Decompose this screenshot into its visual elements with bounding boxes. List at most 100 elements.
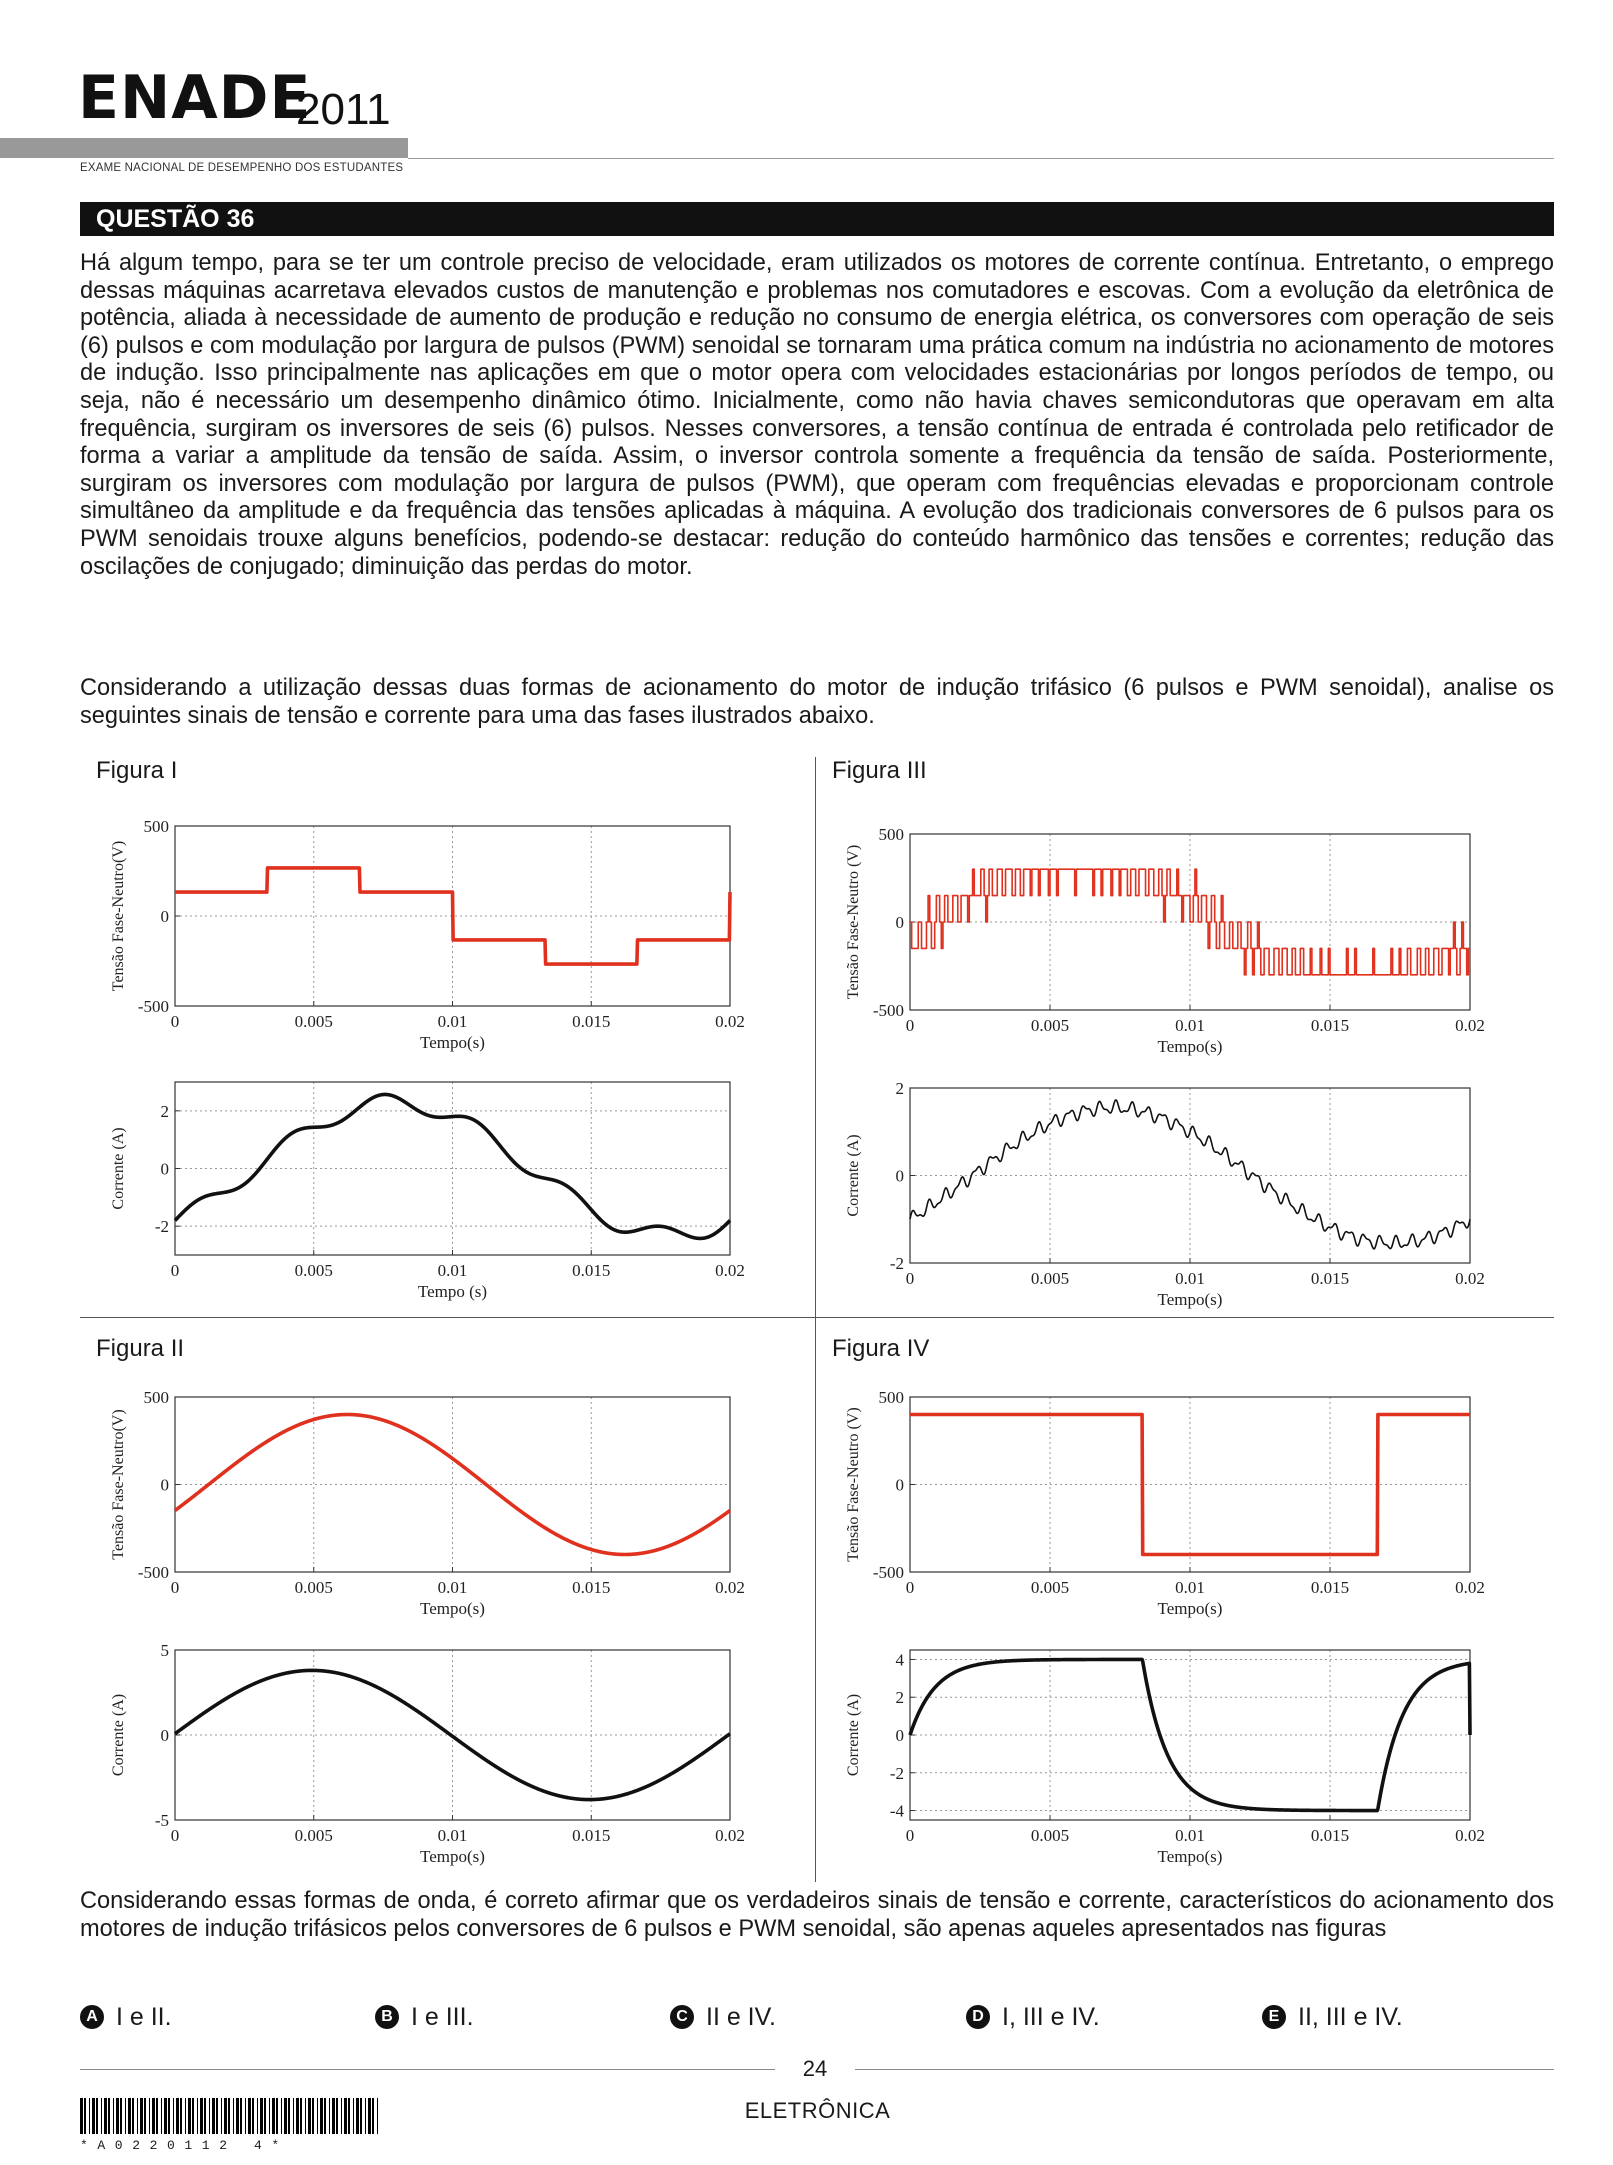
y-tick-label: -2 — [155, 1217, 169, 1236]
barcode-bar — [185, 2098, 186, 2134]
y-tick-label: 500 — [144, 817, 170, 836]
barcode-bar — [164, 2098, 167, 2134]
barcode-bar — [224, 2098, 227, 2134]
x-tick-label: 0.015 — [572, 1261, 610, 1280]
y-tick-label: -500 — [873, 1001, 904, 1020]
option-a[interactable]: A I e II. — [80, 2002, 172, 2032]
y-tick-label: -500 — [873, 1563, 904, 1582]
y-tick-label: -2 — [890, 1764, 904, 1783]
option-b[interactable]: B I e III. — [375, 2002, 474, 2032]
footer-rule-right — [855, 2069, 1554, 2070]
barcode-bar — [221, 2098, 222, 2134]
barcode-bar — [281, 2098, 282, 2134]
y-tick-label: 0 — [161, 1726, 170, 1745]
figure-divider-horizontal — [80, 1317, 1554, 1318]
y-tick-label: 2 — [896, 1688, 905, 1707]
course-name: ELETRÔNICA — [744, 2098, 891, 2123]
option-b-text: I e III. — [411, 2003, 474, 2031]
x-tick-label: 0 — [906, 1826, 915, 1845]
barcode-bar — [212, 2098, 215, 2134]
barcode-bar — [288, 2098, 290, 2134]
option-d[interactable]: D I, III e IV. — [966, 2002, 1100, 2032]
y-tick-label: 0 — [896, 1726, 905, 1745]
y-axis-label: Tensão Fase-Neutro(V) — [110, 1409, 127, 1559]
option-e[interactable]: E II, III e IV. — [1262, 2002, 1403, 2032]
x-tick-label: 0.015 — [1311, 1269, 1349, 1288]
barcode-bar — [128, 2098, 131, 2134]
barcode-bar — [228, 2098, 230, 2134]
barcode-bar — [272, 2098, 275, 2134]
x-tick-label: 0.005 — [1031, 1269, 1069, 1288]
y-tick-label: 2 — [896, 1079, 905, 1098]
x-tick-label: 0.02 — [1455, 1269, 1485, 1288]
barcode-bar — [80, 2098, 83, 2134]
x-tick-label: 0.01 — [438, 1826, 468, 1845]
barcode-bar — [180, 2098, 182, 2134]
fig2-voltage-series — [173, 1412, 732, 1557]
option-e-letter: E — [1262, 2005, 1286, 2029]
fig3-current-series — [909, 1099, 1471, 1250]
header-rule — [408, 158, 1554, 159]
x-tick-label: 0.015 — [1311, 1578, 1349, 1597]
y-tick-label: 0 — [896, 913, 905, 932]
barcode-bar — [233, 2098, 234, 2134]
question-title: QUESTÃO 36 — [96, 205, 255, 233]
option-b-letter: B — [375, 2005, 399, 2029]
x-axis-label: Tempo(s) — [1158, 1847, 1223, 1866]
barcode-bar — [252, 2098, 254, 2134]
x-tick-label: 0.02 — [1455, 1578, 1485, 1597]
barcode-bar — [192, 2098, 194, 2134]
question-paragraph-1: Há algum tempo, para se ter um controle … — [80, 250, 1554, 580]
y-axis-label: Tensão Fase-Neutro (V) — [845, 845, 862, 999]
barcode-bar — [320, 2098, 323, 2134]
fig2-current-series — [173, 1668, 732, 1802]
barcode-bar — [284, 2098, 287, 2134]
y-axis-label: Corrente (A) — [845, 1694, 862, 1776]
barcode-bar — [108, 2098, 110, 2134]
x-axis-label: Tempo(s) — [420, 1599, 485, 1618]
barcode-bar — [308, 2098, 311, 2134]
barcode-bar — [348, 2098, 350, 2134]
logo-subtitle: EXAME NACIONAL DE DESEMPENHO DOS ESTUDAN… — [80, 162, 404, 174]
barcode-bar — [156, 2098, 158, 2134]
barcode-bar — [248, 2098, 251, 2134]
fig4-voltage-chart: 0 0.005 0.01 0.015 0.025000-500Tempo(s)Tensã… — [845, 1388, 1485, 1618]
y-tick-label: 0 — [161, 1476, 170, 1495]
x-tick-label: 0 — [906, 1269, 915, 1288]
x-axis-label: Tempo(s) — [420, 1033, 485, 1052]
barcode-bar — [89, 2098, 90, 2134]
x-tick-label: 0.01 — [438, 1012, 468, 1031]
fig3-voltage-series — [910, 868, 1470, 976]
barcode-bar — [296, 2098, 299, 2134]
y-tick-label: -500 — [138, 997, 169, 1016]
x-tick-label: 0.01 — [1175, 1269, 1205, 1288]
option-c[interactable]: C II e IV. — [670, 2002, 776, 2032]
y-tick-label: 5 — [161, 1641, 170, 1660]
figure-divider-vertical — [815, 757, 816, 1882]
figure-label-3: Figura III — [832, 757, 927, 784]
y-tick-label: 4 — [896, 1650, 905, 1669]
x-tick-label: 0.005 — [295, 1012, 333, 1031]
option-c-text: II e IV. — [706, 2003, 776, 2031]
x-tick-label: 0.015 — [572, 1578, 610, 1597]
x-tick-label: 0.01 — [1175, 1578, 1205, 1597]
x-tick-label: 0 — [171, 1578, 180, 1597]
y-tick-label: -2 — [890, 1254, 904, 1273]
y-tick-label: 500 — [879, 825, 905, 844]
barcode-bar — [317, 2098, 318, 2134]
barcode-bar — [140, 2098, 143, 2134]
barcode-bar — [336, 2098, 338, 2134]
barcode-bar — [365, 2098, 366, 2134]
barcode-bar — [149, 2098, 150, 2134]
y-tick-label: -4 — [890, 1802, 905, 1821]
logo-year: 2011 — [296, 85, 391, 134]
barcode-bar — [132, 2098, 134, 2134]
y-axis-label: Tensão Fase-Neutro(V) — [110, 841, 127, 991]
barcode-bar — [372, 2098, 374, 2134]
y-tick-label: -5 — [155, 1811, 169, 1830]
barcode-icon — [80, 2098, 378, 2134]
x-tick-label: 0 — [171, 1826, 180, 1845]
barcode-bar — [236, 2098, 239, 2134]
barcode-bar — [84, 2098, 86, 2134]
barcode-bar — [216, 2098, 218, 2134]
